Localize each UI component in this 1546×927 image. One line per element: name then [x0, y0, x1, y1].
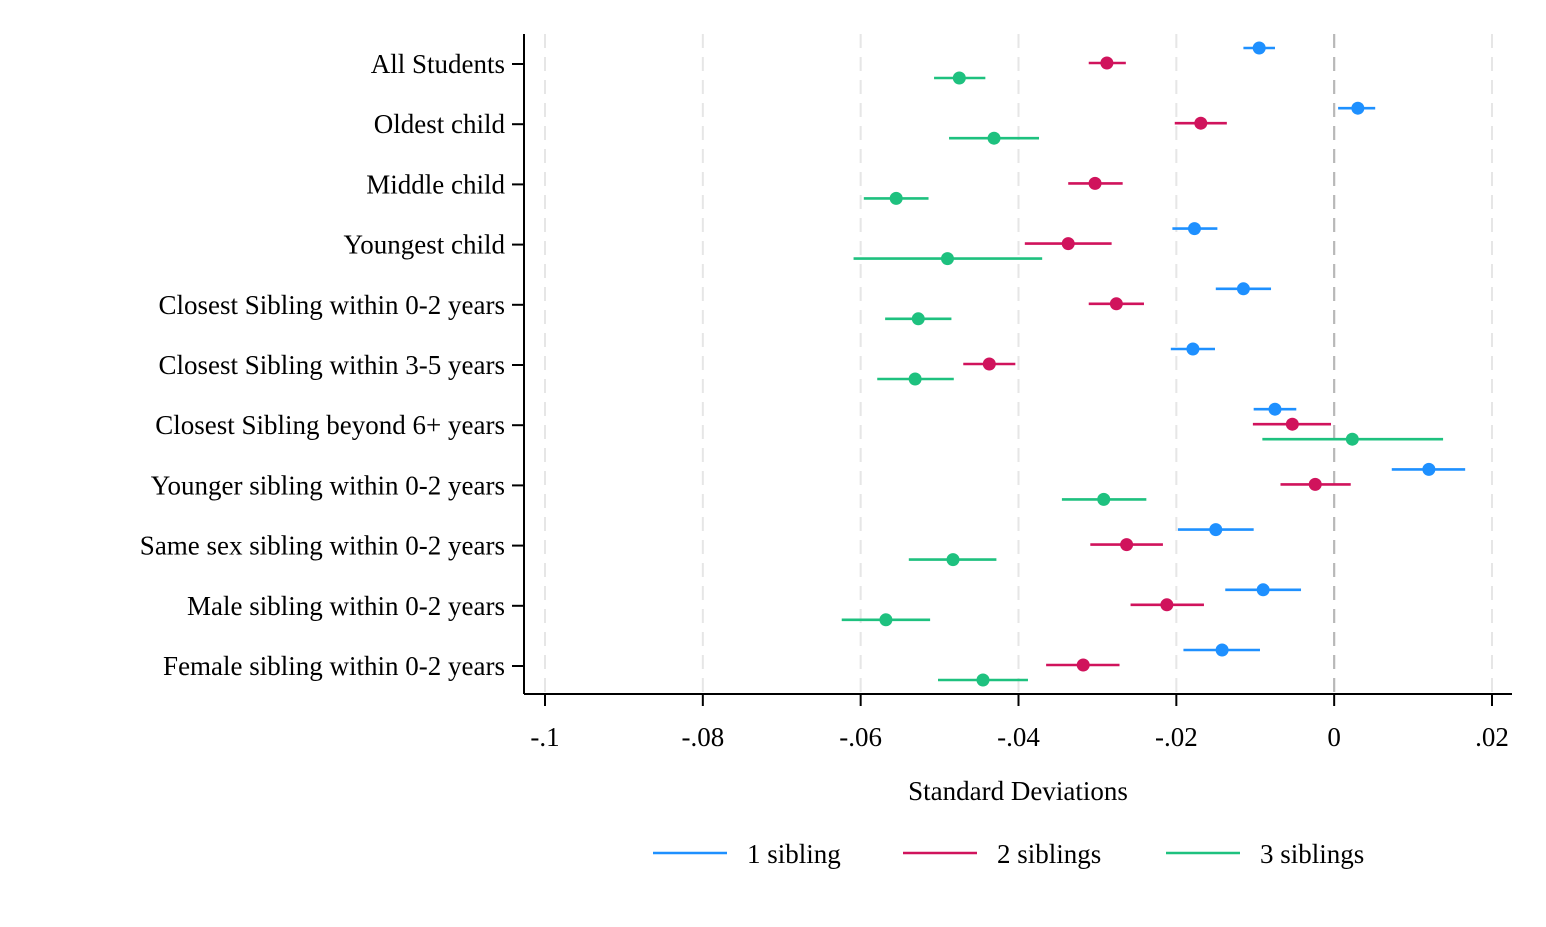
- category-label-younger-sibling-within-0-2-years: Younger sibling within 0-2 years: [151, 470, 505, 500]
- estimate-point-2-siblings: [1120, 538, 1134, 552]
- estimate-point-3-siblings: [1345, 432, 1359, 446]
- estimate-point-1-sibling: [1252, 41, 1266, 55]
- grid-layer: [544, 34, 1493, 694]
- labels-layer: -.1 -.08 -.06 -.04 -.02 0 .02 All Students Oldes…: [140, 49, 1509, 752]
- estimate-point-1-sibling: [1209, 523, 1223, 537]
- category-label-all-students: All Students: [371, 49, 505, 79]
- estimate-point-3-siblings: [879, 613, 893, 627]
- category-label-male-sibling-within-0-2-years: Male sibling within 0-2 years: [187, 591, 505, 621]
- estimate-point-3-siblings: [911, 312, 925, 326]
- estimate-point-3-siblings: [946, 553, 960, 567]
- legend-label-3-siblings: 3 siblings: [1260, 839, 1364, 869]
- estimate-point-3-siblings: [940, 252, 954, 266]
- estimate-point-2-siblings: [1109, 297, 1123, 311]
- estimate-point-1-sibling: [1186, 342, 1200, 356]
- x-tick-label: -.08: [681, 722, 724, 752]
- estimate-point-2-siblings: [1308, 477, 1322, 491]
- estimate-point-1-sibling: [1268, 402, 1282, 416]
- estimate-point-3-siblings: [889, 191, 903, 205]
- estimate-point-2-siblings: [982, 357, 996, 371]
- category-label-closest-sibling-beyond-6-years: Closest Sibling beyond 6+ years: [155, 410, 505, 440]
- estimate-point-1-sibling: [1256, 583, 1270, 597]
- estimate-point-1-sibling: [1351, 101, 1365, 115]
- estimate-point-2-siblings: [1194, 116, 1208, 130]
- x-tick-label: -.02: [1155, 722, 1198, 752]
- estimate-point-3-siblings: [952, 71, 966, 85]
- estimate-point-2-siblings: [1088, 176, 1102, 190]
- x-tick-label: -.04: [997, 722, 1040, 752]
- category-label-female-sibling-within-0-2-years: Female sibling within 0-2 years: [163, 651, 505, 681]
- category-label-closest-sibling-within-3-5-years: Closest Sibling within 3-5 years: [159, 350, 506, 380]
- x-tick-label: .02: [1475, 722, 1509, 752]
- estimate-point-1-sibling: [1215, 643, 1229, 657]
- estimate-point-2-siblings: [1061, 237, 1075, 251]
- category-label-middle-child: Middle child: [366, 169, 505, 199]
- estimate-point-3-siblings: [987, 131, 1001, 145]
- category-label-youngest-child: Youngest child: [343, 230, 505, 260]
- x-tick-label: -.1: [530, 722, 559, 752]
- legend-label-2-siblings: 2 siblings: [997, 839, 1101, 869]
- estimate-point-2-siblings: [1100, 56, 1114, 70]
- estimate-point-1-sibling: [1422, 462, 1436, 476]
- estimate-point-2-siblings: [1160, 598, 1174, 612]
- estimate-point-2-siblings: [1076, 658, 1090, 672]
- category-label-same-sex-sibling-within-0-2-years: Same sex sibling within 0-2 years: [140, 531, 505, 561]
- marks-layer: [841, 41, 1466, 687]
- estimate-point-3-siblings: [976, 673, 990, 687]
- legend-label-1-sibling: 1 sibling: [747, 839, 841, 869]
- category-label-closest-sibling-within-0-2-years: Closest Sibling within 0-2 years: [159, 290, 506, 320]
- estimate-point-3-siblings: [908, 372, 922, 386]
- legend: 1 sibling 2 siblings 3 siblings: [653, 839, 1364, 869]
- axes-layer: [512, 34, 1512, 706]
- estimate-point-1-sibling: [1187, 222, 1201, 236]
- estimate-point-1-sibling: [1236, 282, 1250, 296]
- x-axis-title: Standard Deviations: [908, 776, 1128, 806]
- estimate-point-2-siblings: [1285, 417, 1299, 431]
- x-tick-label: -.06: [839, 722, 882, 752]
- x-tick-label: 0: [1327, 722, 1341, 752]
- estimate-point-3-siblings: [1097, 492, 1111, 506]
- category-label-oldest-child: Oldest child: [374, 109, 506, 139]
